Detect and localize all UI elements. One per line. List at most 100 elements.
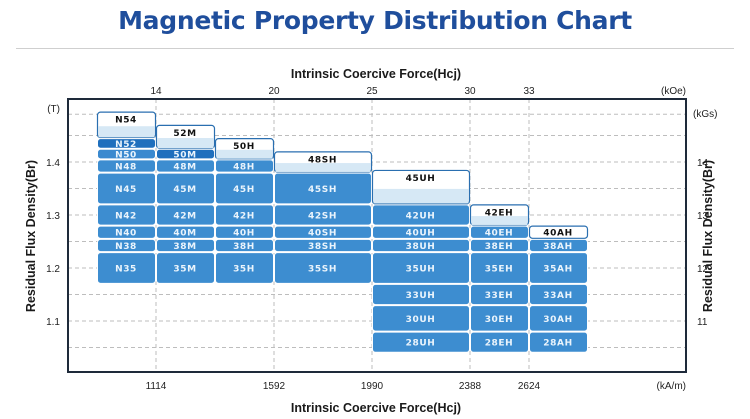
x-top-tick-label: 25: [366, 86, 378, 97]
x-top-ticks: 14 20 25 30 33: [150, 86, 535, 97]
grade-cell-n50: [97, 148, 156, 160]
grade-cell-48m: [156, 159, 215, 173]
grade-cell-40sh: [274, 225, 372, 239]
title-divider: [16, 48, 734, 49]
grade-label: 28UH: [406, 339, 436, 349]
grade-label: 42UH: [406, 212, 436, 222]
grade-cell-35sh: [274, 252, 372, 284]
x-bottom-tick-label: 2624: [518, 381, 541, 392]
grade-cell-38ah: [529, 238, 588, 253]
grade-label: 42H: [233, 212, 255, 222]
y-unit-right: (kGs): [693, 109, 717, 120]
y-right-tick-label: 13: [697, 211, 709, 222]
grade-cell-n45: [97, 172, 156, 205]
grade-cell-n40: [97, 225, 156, 239]
grade-cell-shade: [275, 163, 371, 172]
grade-label: N54: [115, 116, 137, 126]
y-axis-title-left: Residual Flux Density(Br): [24, 160, 38, 312]
x-bottom-tick-label: 1114: [146, 381, 167, 392]
grade-label: 38EH: [485, 242, 514, 252]
grade-label: 45M: [173, 185, 196, 195]
grade-cell-30uh: [372, 305, 470, 332]
y-left-tick-label: 1.4: [46, 158, 60, 169]
grade-label: 35UH: [406, 265, 436, 275]
y-left-tick-label: 1.2: [46, 264, 60, 275]
grade-cell-40eh: [470, 225, 529, 239]
x-top-tick-label: 30: [464, 86, 476, 97]
series-uh: 45UH 42UH 40UH 38UH 35UH 33UH 30UH 28UH: [371, 169, 471, 353]
grade-label: 28EH: [485, 339, 514, 349]
grade-cell-33ah: [529, 283, 588, 306]
x-top-tick-label: 33: [523, 86, 535, 97]
series-eh: 42EH 40EH 38EH 35EH 33EH 30EH 28EH: [469, 204, 530, 353]
grade-cell-35m: [156, 252, 215, 284]
grade-cell-shade: [157, 138, 214, 149]
grade-cell-40ah: [528, 225, 589, 239]
grade-label: 35AH: [543, 265, 572, 275]
grade-cell-shade: [373, 188, 469, 204]
grade-label: 35EH: [485, 265, 514, 275]
grade-cell-48h: [215, 159, 274, 173]
grade-label: N50: [115, 151, 137, 161]
grade-cell-33uh: [372, 283, 470, 306]
x-axis-title-top: Intrinsic Coercive Force(Hcj): [291, 67, 461, 81]
grade-label: 33UH: [406, 291, 436, 301]
grade-cell-shade: [471, 216, 528, 225]
grade-label: 30EH: [485, 315, 514, 325]
grade-label: 40UH: [406, 229, 436, 239]
grade-cell-33eh: [470, 283, 529, 306]
grade-label: N35: [115, 265, 137, 275]
grade-label: 40SH: [308, 229, 337, 239]
x-bottom-tick-label: 1990: [361, 381, 384, 392]
grade-label: 38H: [233, 242, 255, 252]
grade-label: N42: [115, 212, 137, 222]
grade-cell-38sh: [274, 238, 372, 253]
grade-cell-shade: [98, 126, 155, 138]
y-left-tick-label: 1.3: [46, 211, 60, 222]
grade-label: 52M: [173, 129, 196, 139]
grade-label: N38: [115, 242, 137, 252]
grade-label: 40AH: [543, 229, 572, 239]
grade-label: 33AH: [543, 291, 572, 301]
grade-label: 38UH: [406, 242, 436, 252]
chart-title: Magnetic Property Distribution Chart: [118, 6, 632, 35]
series-sh: 48SH 45SH 42SH 40SH 38SH 35SH: [273, 151, 373, 284]
grade-label: N52: [115, 140, 137, 150]
grade-label: 48M: [173, 162, 196, 172]
grade-label: 40EH: [485, 229, 514, 239]
series-ah: 40AH 38AH 35AH 33AH 30AH 28AH: [528, 225, 589, 353]
grade-cell-40m: [156, 225, 215, 239]
grade-cell-40uh: [372, 225, 470, 239]
grade-cell-shade: [216, 149, 273, 159]
grade-label: 28AH: [543, 339, 572, 349]
grade-cell-n35: [97, 252, 156, 284]
grade-cell-40h: [215, 225, 274, 239]
grade-cell-38m: [156, 238, 215, 253]
x-unit-bottom: (kA/m): [657, 381, 686, 392]
grade-label: N45: [115, 185, 137, 195]
grade-cell-45sh: [274, 172, 372, 205]
x-bottom-tick-label: 2388: [459, 381, 482, 392]
y-left-tick-label: 1.1: [46, 317, 60, 328]
y-right-tick-label: 14: [697, 158, 709, 169]
grade-cell-35eh: [470, 252, 529, 284]
x-axis-title-bottom: Intrinsic Coercive Force(Hcj): [291, 401, 461, 415]
x-top-tick-label: 20: [268, 86, 280, 97]
grade-label: 40M: [173, 229, 196, 239]
grade-cell-35uh: [372, 252, 470, 284]
grade-label: N40: [115, 229, 137, 239]
grade-label: 30AH: [543, 315, 572, 325]
x-bottom-ticks: 1114 1592 1990 2388 2624: [146, 381, 541, 392]
grade-cell-50m: [156, 148, 215, 160]
y-axis-title-right: Residual Flux Density(Br): [701, 160, 715, 312]
x-top-tick-label: 14: [150, 86, 162, 97]
grade-cell-n52: [97, 138, 156, 149]
grade-cell-38eh: [470, 238, 529, 253]
grade-label: 42M: [173, 212, 196, 222]
grade-label: 38SH: [308, 242, 337, 252]
grade-label: 45H: [233, 185, 255, 195]
grade-cell-45h: [215, 172, 274, 205]
